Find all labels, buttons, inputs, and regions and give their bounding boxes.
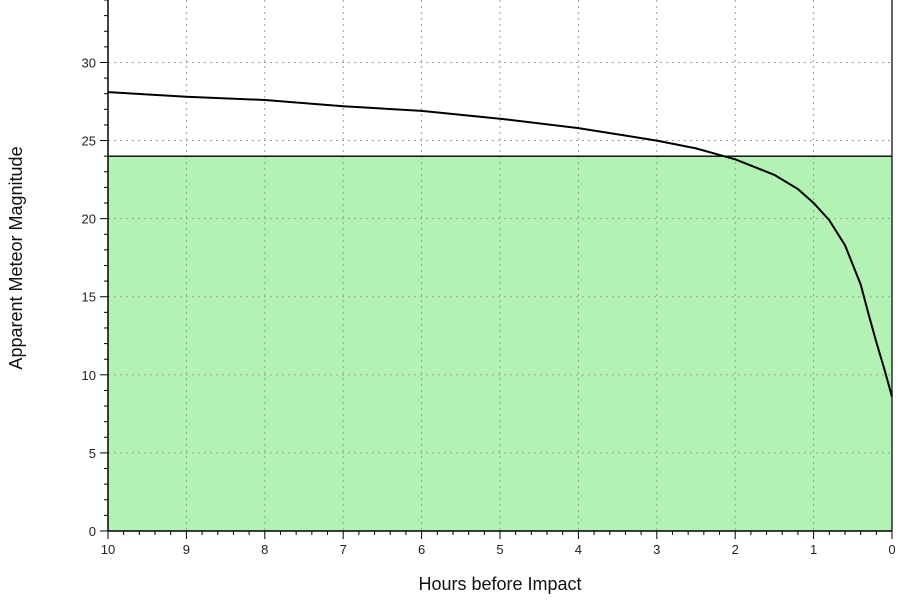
x-tick-label: 2: [732, 542, 739, 557]
x-tick-label: 8: [261, 542, 268, 557]
y-tick-label: 25: [82, 134, 96, 149]
x-tick-label: 9: [183, 542, 190, 557]
y-tick-label: 10: [82, 368, 96, 383]
y-axis-title: Apparent Meteor Magnitude: [6, 146, 26, 369]
x-tick-label: 1: [810, 542, 817, 557]
x-tick-label: 4: [575, 542, 582, 557]
y-tick-label: 30: [82, 55, 96, 70]
x-tick-label: 0: [888, 542, 895, 557]
x-axis-title: Hours before Impact: [418, 574, 581, 594]
x-axis-ticks: 10 9 8 7 6 5 4 3 2 1 0: [101, 531, 896, 557]
x-tick-label: 3: [653, 542, 660, 557]
y-tick-label: 5: [89, 446, 96, 461]
grid-lines: [108, 0, 892, 531]
series-line: [107, 91, 893, 397]
x-tick-label: 5: [496, 542, 503, 557]
x-tick-label: 6: [418, 542, 425, 557]
x-tick-label: 7: [340, 542, 347, 557]
y-tick-label: 0: [89, 524, 96, 539]
y-axis-ticks: 0 5 10 15 20 25 30: [82, 0, 108, 539]
y-tick-label: 20: [82, 212, 96, 227]
x-tick-label: 10: [101, 542, 115, 557]
y-tick-label: 15: [82, 290, 96, 305]
